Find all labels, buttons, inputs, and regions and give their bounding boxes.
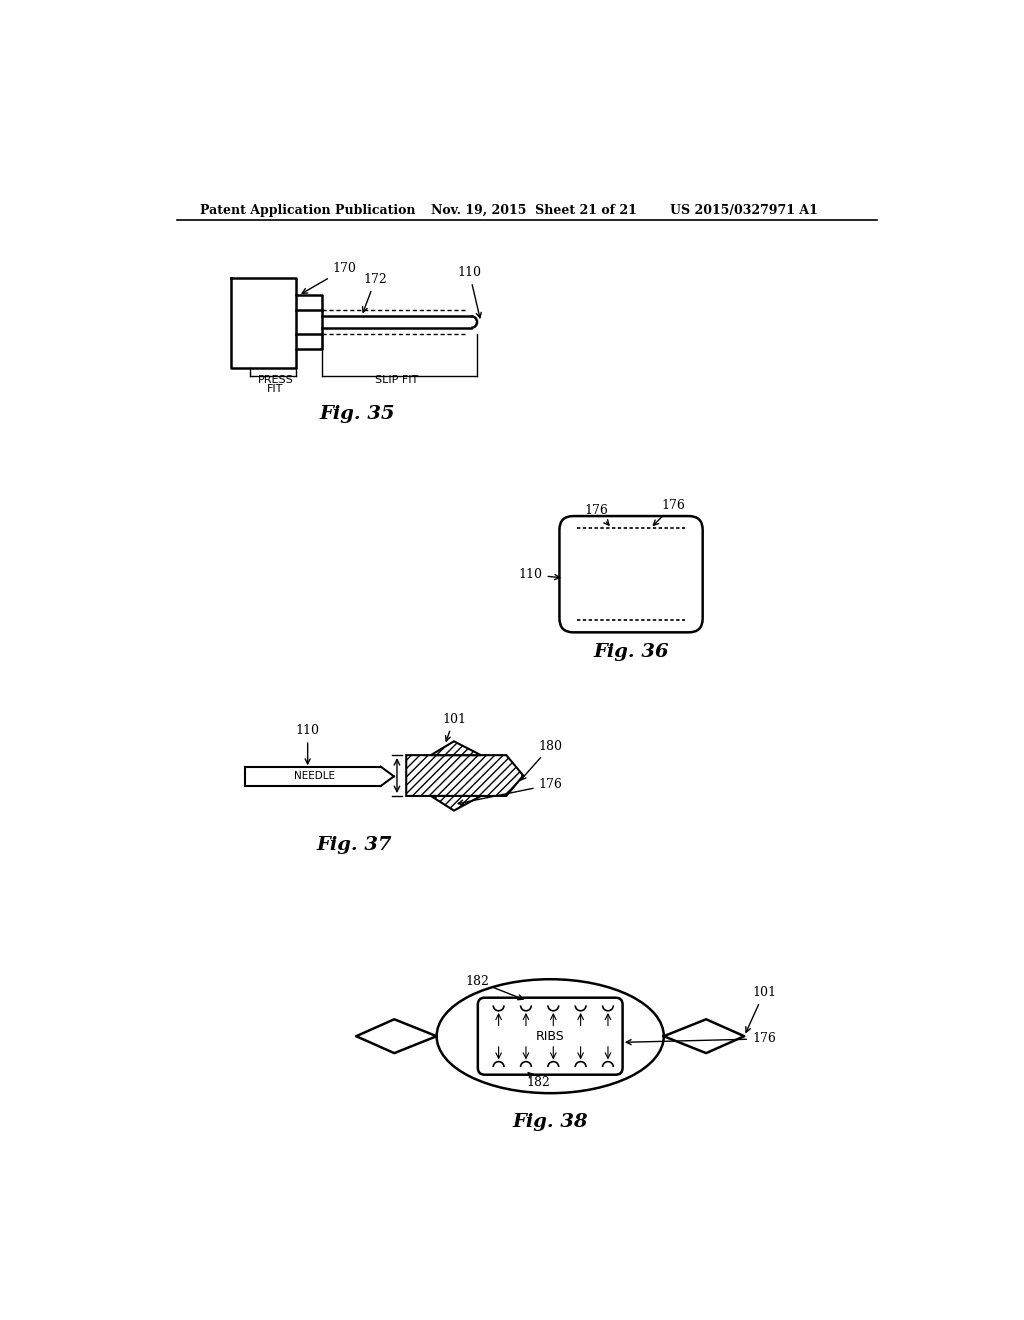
Text: 176: 176 [458, 779, 562, 805]
Text: 101: 101 [442, 713, 466, 741]
Text: 176: 176 [653, 499, 685, 525]
Text: Nov. 19, 2015  Sheet 21 of 21: Nov. 19, 2015 Sheet 21 of 21 [431, 205, 637, 218]
Text: 176: 176 [626, 1032, 776, 1045]
Text: Fig. 37: Fig. 37 [316, 836, 391, 854]
Text: SLIP FIT: SLIP FIT [375, 375, 418, 385]
Text: Fig. 35: Fig. 35 [319, 405, 395, 422]
Text: FIT: FIT [267, 384, 284, 395]
Text: RIBS: RIBS [536, 1030, 564, 1043]
Text: NEEDLE: NEEDLE [294, 771, 335, 781]
Polygon shape [431, 742, 481, 755]
Text: 170: 170 [302, 263, 356, 293]
Text: 110: 110 [518, 568, 560, 581]
Text: 176: 176 [585, 504, 609, 525]
Text: PRESS: PRESS [257, 375, 293, 385]
Polygon shape [407, 755, 523, 796]
Text: 110: 110 [458, 267, 481, 318]
Polygon shape [431, 796, 481, 810]
Text: Fig. 36: Fig. 36 [593, 643, 669, 661]
Text: Patent Application Publication: Patent Application Publication [200, 205, 416, 218]
Text: 182: 182 [526, 1073, 551, 1089]
Text: 180: 180 [521, 739, 562, 780]
Text: Fig. 38: Fig. 38 [512, 1113, 588, 1131]
Text: US 2015/0327971 A1: US 2015/0327971 A1 [670, 205, 817, 218]
Text: 110: 110 [296, 725, 319, 764]
Text: 101: 101 [745, 986, 776, 1032]
Text: 172: 172 [362, 273, 387, 313]
Text: 182: 182 [465, 974, 523, 999]
